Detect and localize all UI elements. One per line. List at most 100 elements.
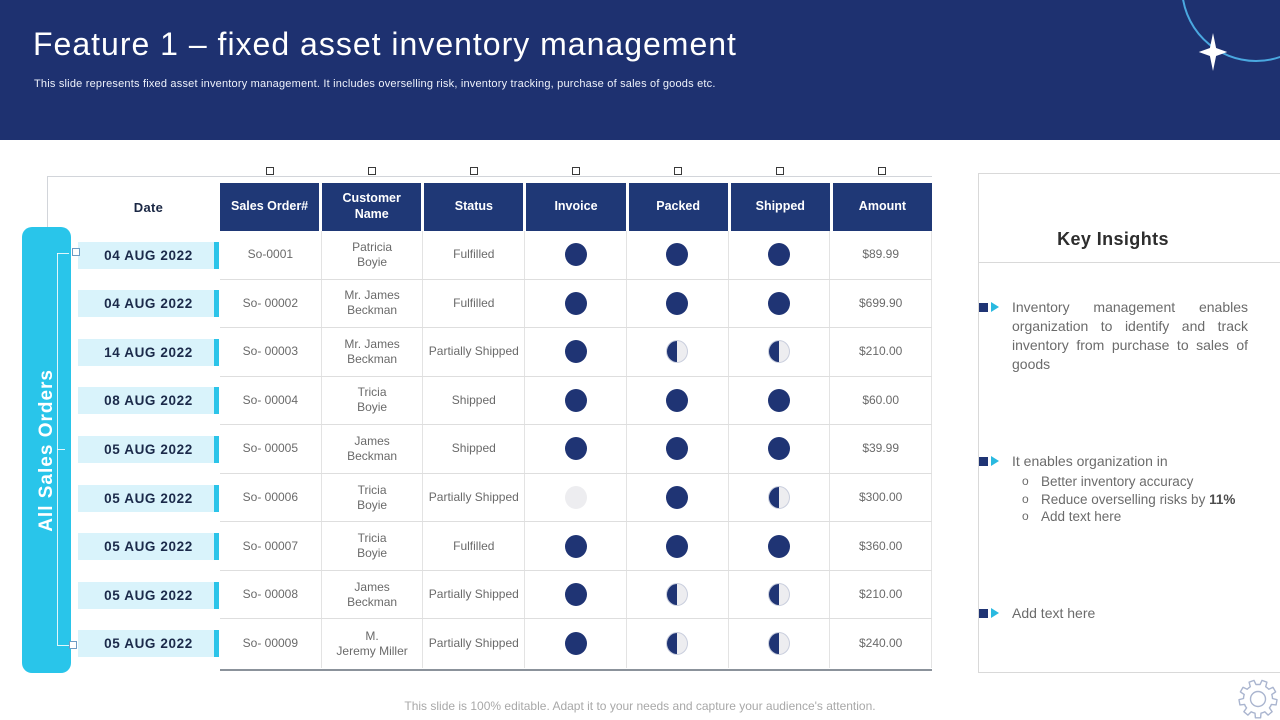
amount-cell: $300.00 (829, 473, 933, 522)
date-cell: 05 AUG 2022 (78, 571, 220, 620)
selection-handle[interactable] (69, 641, 77, 649)
packed-status-dot (666, 583, 689, 607)
all-sales-orders-label: All Sales Orders (35, 368, 57, 532)
all-sales-orders-tab[interactable]: All Sales Orders (22, 227, 71, 673)
packed-cell (625, 425, 728, 473)
shipped-status-dot (767, 632, 790, 656)
invoice-cell (524, 473, 626, 522)
sub-bullet-item-placeholder[interactable]: Add text here (1022, 508, 1262, 526)
date-chip: 05 AUG 2022 (78, 533, 219, 561)
selection-handle[interactable] (367, 167, 376, 175)
order-label: So- 00007 (242, 538, 299, 553)
table-body: 04 AUG 2022 So-0001 Patricia Boyie Fulfil… (78, 231, 933, 668)
column-header-amount: Amount (832, 183, 932, 231)
customer-name-line1: Tricia (357, 531, 387, 546)
date-accent-bar (214, 484, 219, 512)
amount-label: $210.00 (858, 587, 903, 602)
customer-name-line2: Boyie (357, 497, 388, 512)
amount-cell: $210.00 (829, 570, 933, 619)
date-cell: 08 AUG 2022 (78, 377, 220, 426)
row-cells: So- 00004 Tricia Boyie Shipped $60.00 (220, 376, 933, 426)
packed-status-dot (666, 340, 689, 364)
table-row: 05 AUG 2022 So- 00005 James Beckman Shipp… (78, 425, 933, 474)
customer-cell: Mr. James Beckman (320, 279, 423, 328)
shipped-cell (727, 328, 830, 376)
row-cells: So- 00006 Tricia Boyie Partially Shipped … (220, 473, 933, 523)
order-label: So- 00006 (242, 490, 299, 504)
insight-text-placeholder[interactable]: Add text here (1012, 605, 1096, 621)
order-label: So-0001 (247, 247, 294, 262)
customer-cell: Tricia Boyie (320, 522, 423, 570)
order-cell: So- 00005 (220, 425, 321, 473)
table-row: 04 AUG 2022 So-0001 Patricia Boyie Fulfil… (78, 231, 933, 280)
date-accent-bar (214, 387, 219, 415)
order-cell: So- 00007 (220, 522, 321, 570)
date-chip: 05 AUG 2022 (78, 581, 219, 609)
invoice-cell (524, 522, 626, 570)
amount-label: $210.00 (858, 344, 903, 359)
status-label: Partially Shipped (428, 344, 519, 359)
table-row: 05 AUG 2022 So- 00008 James Beckman Parti… (78, 570, 933, 620)
order-cell: So-0001 (220, 231, 321, 279)
packed-cell (625, 231, 728, 279)
packed-status-dot (666, 243, 689, 267)
page-subtitle: This slide represents fixed asset invent… (34, 78, 716, 90)
sub-bullet-item: Better inventory accuracy (1022, 473, 1262, 491)
selection-handle[interactable] (265, 167, 274, 175)
insight-bullet-1: Inventory management enables organizatio… (979, 298, 1248, 374)
packed-cell (625, 473, 728, 522)
customer-cell: James Beckman (320, 425, 423, 473)
shipped-cell (727, 376, 830, 425)
selection-handle[interactable] (571, 167, 580, 175)
amount-label: $89.99 (862, 247, 900, 262)
invoice-cell (524, 328, 626, 376)
shipped-cell (727, 522, 830, 570)
packed-cell (625, 522, 728, 570)
invoice-status-dot (564, 534, 587, 558)
amount-cell: $60.00 (829, 376, 933, 425)
date-chip: 04 AUG 2022 (78, 290, 219, 318)
shipped-status-dot (767, 388, 790, 412)
invoice-status-dot (564, 583, 587, 607)
shipped-cell (727, 570, 830, 619)
sparkle-star-icon (1198, 33, 1228, 71)
bullet-marker-icon (979, 302, 999, 374)
invoice-status-dot (564, 486, 587, 509)
insight-bullet-3: Add text here (979, 604, 1248, 623)
bracket-line (57, 449, 65, 450)
customer-name-line2: Boyie (357, 400, 388, 415)
customer-name-line2: Beckman (347, 448, 398, 463)
status-label: Partially Shipped (428, 490, 519, 504)
shipped-status-dot (767, 291, 790, 315)
packed-cell (625, 376, 728, 425)
customer-cell: Patricia Boyie (320, 231, 423, 279)
sub-bullet-item: Reduce overselling risks by 11% (1022, 491, 1262, 509)
status-cell: Fulfilled (422, 522, 524, 570)
shipped-cell (727, 473, 830, 522)
selection-handle[interactable] (878, 167, 887, 175)
date-label: 04 AUG 2022 (104, 296, 193, 312)
packed-cell (625, 328, 728, 376)
page-title: Feature 1 – fixed asset inventory manage… (33, 26, 737, 62)
insight-text-1: Inventory management enables organizatio… (1012, 299, 1248, 372)
selection-handle[interactable] (72, 248, 80, 256)
selection-handle[interactable] (469, 167, 478, 175)
packed-status-dot (666, 486, 689, 509)
order-label: So- 00003 (242, 344, 299, 359)
selection-handle[interactable] (776, 167, 785, 175)
date-accent-bar (214, 581, 219, 609)
column-header-sales-order: Sales Order# (220, 183, 320, 231)
customer-name-line1: James (354, 579, 390, 594)
date-label: 05 AUG 2022 (104, 441, 193, 457)
row-cells: So- 00009 M. Jeremy Miller Partially Ship… (220, 619, 933, 668)
amount-cell: $360.00 (829, 522, 933, 570)
divider (979, 262, 1280, 263)
amount-label: $60.00 (862, 392, 900, 407)
key-insights-panel: Key Insights Inventory management enable… (978, 173, 1280, 673)
packed-cell (625, 570, 728, 619)
invoice-cell (524, 279, 626, 328)
amount-label: $240.00 (858, 636, 903, 651)
selection-handle[interactable] (674, 167, 683, 175)
invoice-cell (524, 570, 626, 619)
gear-icon (1238, 679, 1278, 719)
